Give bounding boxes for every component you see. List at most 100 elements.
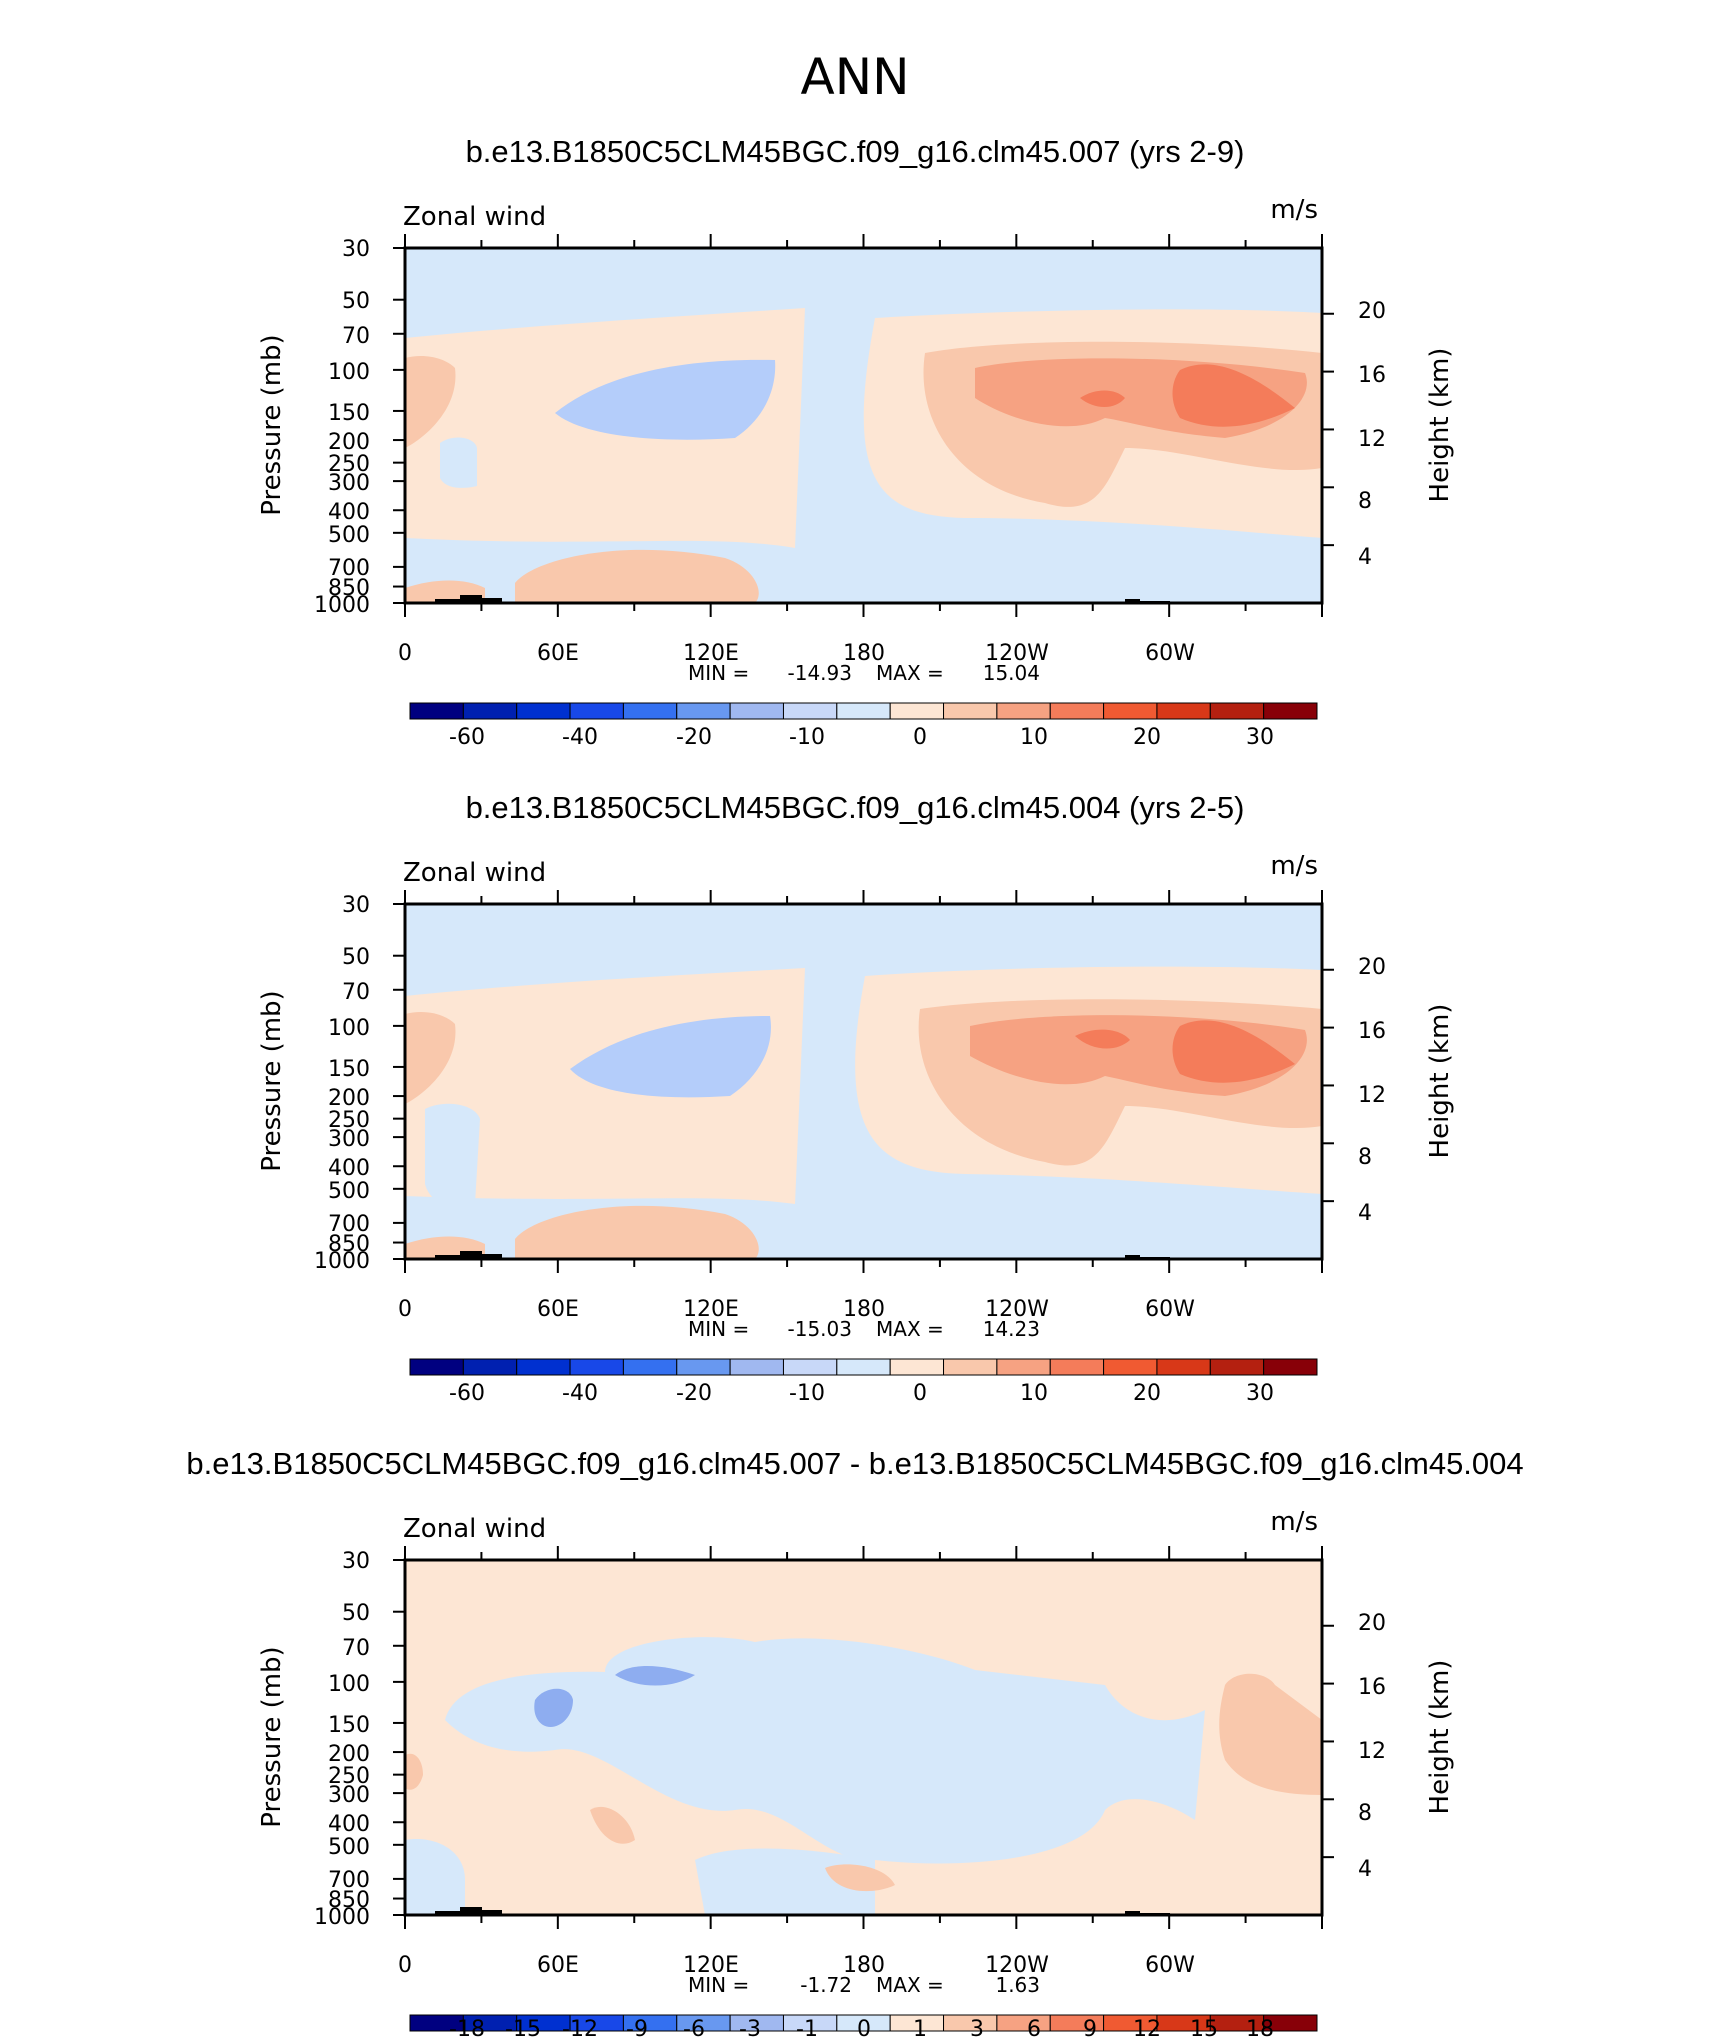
colorbar-box-5 [676,702,731,720]
panel-1: b.e13.B1850C5CLM45BGC.f09_g16.clm45.007 … [257,134,1455,750]
panel-3-cbar-label-10: 6 [1027,2017,1041,2038]
colorbar-box-3 [569,1358,624,1376]
panel-3-cbar-label-6: -1 [796,2017,818,2038]
colorbar-box-11 [996,1358,1051,1376]
colorbar-box-7 [782,1358,838,1376]
panel-2-cbar-label-5: 10 [1020,1381,1048,1406]
colorbar-box-2 [516,1358,571,1376]
panel-3-max-value: 1.63 [995,1973,1040,1997]
panel-2-min-value: -15.03 [788,1317,852,1341]
panel-3-xtick-0: 0 [398,1953,412,1978]
panel-1-variable: Zonal wind [403,202,546,232]
panel-3-xtick-1: 60E [537,1953,579,1978]
panel-1-height-ticks [1322,312,1334,547]
panel-3-ptick-2: 70 [342,1636,370,1661]
panel-3-ylabel-right: Height (km) [1425,1660,1455,1815]
panel-1-max-label: MAX = [876,661,944,685]
panel-2-ptick-9: 500 [328,1179,370,1204]
colorbar-box-8 [836,1358,891,1376]
panel-1-ylabel-left: Pressure (mb) [257,334,287,515]
panel-1-ptick-6: 250 [328,452,370,477]
panel-3-ptick-0: 30 [342,1549,370,1574]
panel-2-cbar-label-6: 20 [1133,1381,1161,1406]
panel-2-pressure-ticks [393,903,405,1260]
panel-3-cbar-label-2: -12 [562,2017,598,2038]
panel-3-contours [405,1560,1322,1915]
panel-1-htick-4: 4 [1358,545,1372,570]
colorbar-box-12 [1049,1358,1105,1376]
colorbar-box-15 [1209,702,1265,720]
colorbar-box-13 [1103,702,1158,720]
panel-2-ptick-12: 1000 [314,1249,370,1274]
panel-1-cbar-label-5: 10 [1020,725,1048,750]
panel-2-htick-0: 20 [1358,955,1386,980]
colorbar-box-7 [782,702,838,720]
panel-3-ptick-6: 250 [328,1764,370,1789]
colorbar-box-4 [622,1358,678,1376]
panel-1-ptick-3: 100 [328,360,370,385]
colorbar-box-9 [889,1358,945,1376]
colorbar-box-6 [729,1358,784,1376]
panel-2-htick-4: 4 [1358,1201,1372,1226]
colorbar-box-16 [1263,1358,1318,1376]
panel-1-ptick-2: 70 [342,324,370,349]
colorbar-box-1 [462,702,518,720]
panel-3-ptick-9: 500 [328,1835,370,1860]
panel-2-variable: Zonal wind [403,858,546,888]
panel-3: b.e13.B1850C5CLM45BGC.f09_g16.clm45.007 … [186,1446,1523,2038]
panel-1-xtick-2: 120E [683,641,739,666]
panel-2-cbar-label-4: 0 [913,1381,927,1406]
colorbar-box-9 [889,702,945,720]
colorbar-box-11 [996,2014,1051,2032]
panel-3-ptick-12: 1000 [314,1905,370,1930]
panel-2-ptick-3: 100 [328,1016,370,1041]
panel-3-pressure-ticks [393,1559,405,1916]
panel-2-colorbar [409,1358,1318,1376]
panel-3-variable: Zonal wind [403,1514,546,1544]
colorbar-box-16 [1263,702,1318,720]
panel-1-xtick-0: 0 [398,641,412,666]
panel-3-ptick-3: 100 [328,1672,370,1697]
panel-2-lon-ticks [404,890,1323,1273]
colorbar-box-16 [1263,2014,1318,2032]
panel-2-max-value: 14.23 [983,1317,1040,1341]
panel-3-ptick-10: 700 [328,1868,370,1893]
panel-1-xtick-4: 120W [985,641,1049,666]
panel-3-htick-2: 12 [1358,1739,1386,1764]
panel-2-cbar-label-0: -60 [449,1381,485,1406]
panel-3-ptick-11: 850 [328,1888,370,1913]
panel-3-cbar-label-12: 12 [1133,2017,1161,2038]
panel-1-ptick-10: 700 [328,556,370,581]
panel-3-title: b.e13.B1850C5CLM45BGC.f09_g16.clm45.007 … [186,1446,1523,1481]
colorbar-box-13 [1103,1358,1158,1376]
panel-2: b.e13.B1850C5CLM45BGC.f09_g16.clm45.004 … [257,790,1455,1406]
panel-1-xtick-5: 60W [1145,641,1195,666]
colorbar-box-14 [1156,702,1211,720]
panel-2-height-ticks [1322,968,1334,1203]
panel-1-xtick-3: 180 [843,641,885,666]
colorbar-box-0 [409,1358,464,1376]
panel-1-htick-0: 20 [1358,299,1386,324]
colorbar-box-10 [943,702,998,720]
colorbar-box-6 [729,702,784,720]
panel-2-xtick-4: 120W [985,1297,1049,1322]
panel-3-cbar-label-5: -3 [739,2017,761,2038]
panel-2-contours [405,904,1322,1259]
panel-3-ptick-4: 150 [328,1713,370,1738]
panel-3-htick-0: 20 [1358,1611,1386,1636]
panel-2-ptick-4: 150 [328,1057,370,1082]
panel-2-xtick-1: 60E [537,1297,579,1322]
panel-2-ptick-10: 700 [328,1212,370,1237]
colorbar-box-8 [836,702,891,720]
panel-3-cbar-label-4: -6 [683,2017,705,2038]
panel-2-cbar-label-2: -20 [676,1381,712,1406]
colorbar-box-1 [462,1358,518,1376]
panel-3-max-label: MAX = [876,1973,944,1997]
figure-title: ANN [800,48,909,106]
panel-3-lon-ticks [404,1546,1323,1929]
panel-1-ptick-0: 30 [342,237,370,262]
panel-2-units: m/s [1270,851,1318,881]
colorbar-box-15 [1209,1358,1265,1376]
panel-3-ptick-5: 200 [328,1742,370,1767]
panel-3-htick-4: 4 [1358,1857,1372,1882]
